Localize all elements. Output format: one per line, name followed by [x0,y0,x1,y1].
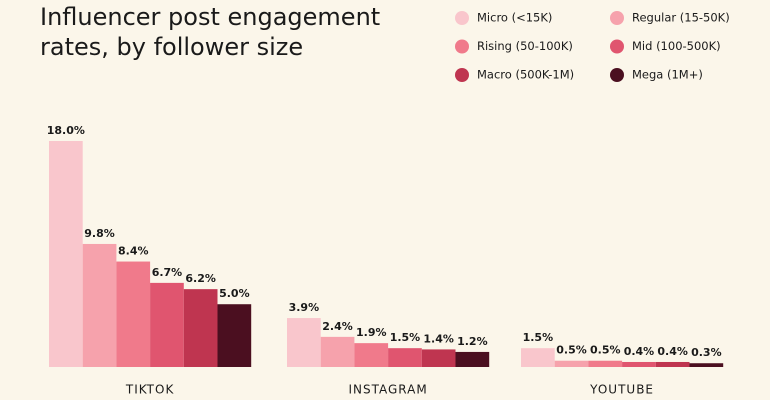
bar [455,351,490,367]
bar [183,289,218,367]
value-label: 0.4% [657,345,688,358]
value-label: 1.5% [390,331,421,344]
bar [388,348,422,367]
value-label: 0.4% [624,345,655,358]
bar [116,261,151,367]
value-label: 6.7% [152,266,183,279]
value-label: 6.2% [185,272,216,285]
legend-swatch [610,39,624,54]
legend-swatch [610,68,624,82]
value-label: 8.4% [118,245,149,258]
bar [521,348,555,367]
bar [588,360,623,367]
chart-title: Influencer post engagement rates, by foll… [40,3,380,61]
bar [689,363,724,367]
legend-swatch [455,68,469,82]
legend-label: Micro (<15K) [477,11,552,25]
bar [150,282,184,367]
category-label: INSTAGRAM [348,383,427,397]
value-label: 1.2% [457,335,488,348]
value-label: 1.9% [356,326,387,339]
value-label: 0.5% [556,344,587,357]
bar [421,349,456,367]
bar [622,361,656,367]
legend-label: Regular (15-50K) [632,11,730,25]
legend-swatch [455,11,469,25]
value-label: 9.8% [84,227,115,240]
legend-label: Mega (1M+) [632,68,703,82]
value-label: 1.4% [423,332,454,345]
legend-label: Rising (50-100K) [477,39,573,53]
value-label: 0.5% [590,344,621,357]
bar [217,304,252,367]
bar [554,360,589,367]
legend-swatch [455,39,469,54]
bar [655,361,690,367]
bar [49,141,83,367]
value-label: 3.9% [289,301,320,314]
category-label: YOUTUBE [589,383,654,397]
value-label: 5.0% [219,287,250,300]
category-label: TIKTOK [125,383,175,397]
value-label: 1.5% [523,331,554,344]
bar [82,243,117,367]
legend-label: Mid (100-500K) [632,39,721,53]
value-label: 18.0% [47,124,85,137]
bar [320,336,355,367]
legend-label: Macro (500K-1M) [477,68,574,82]
value-label: 0.3% [691,346,722,359]
value-label: 2.4% [322,320,353,333]
legend-swatch [610,11,624,25]
bar [287,318,321,367]
bar [354,343,389,367]
